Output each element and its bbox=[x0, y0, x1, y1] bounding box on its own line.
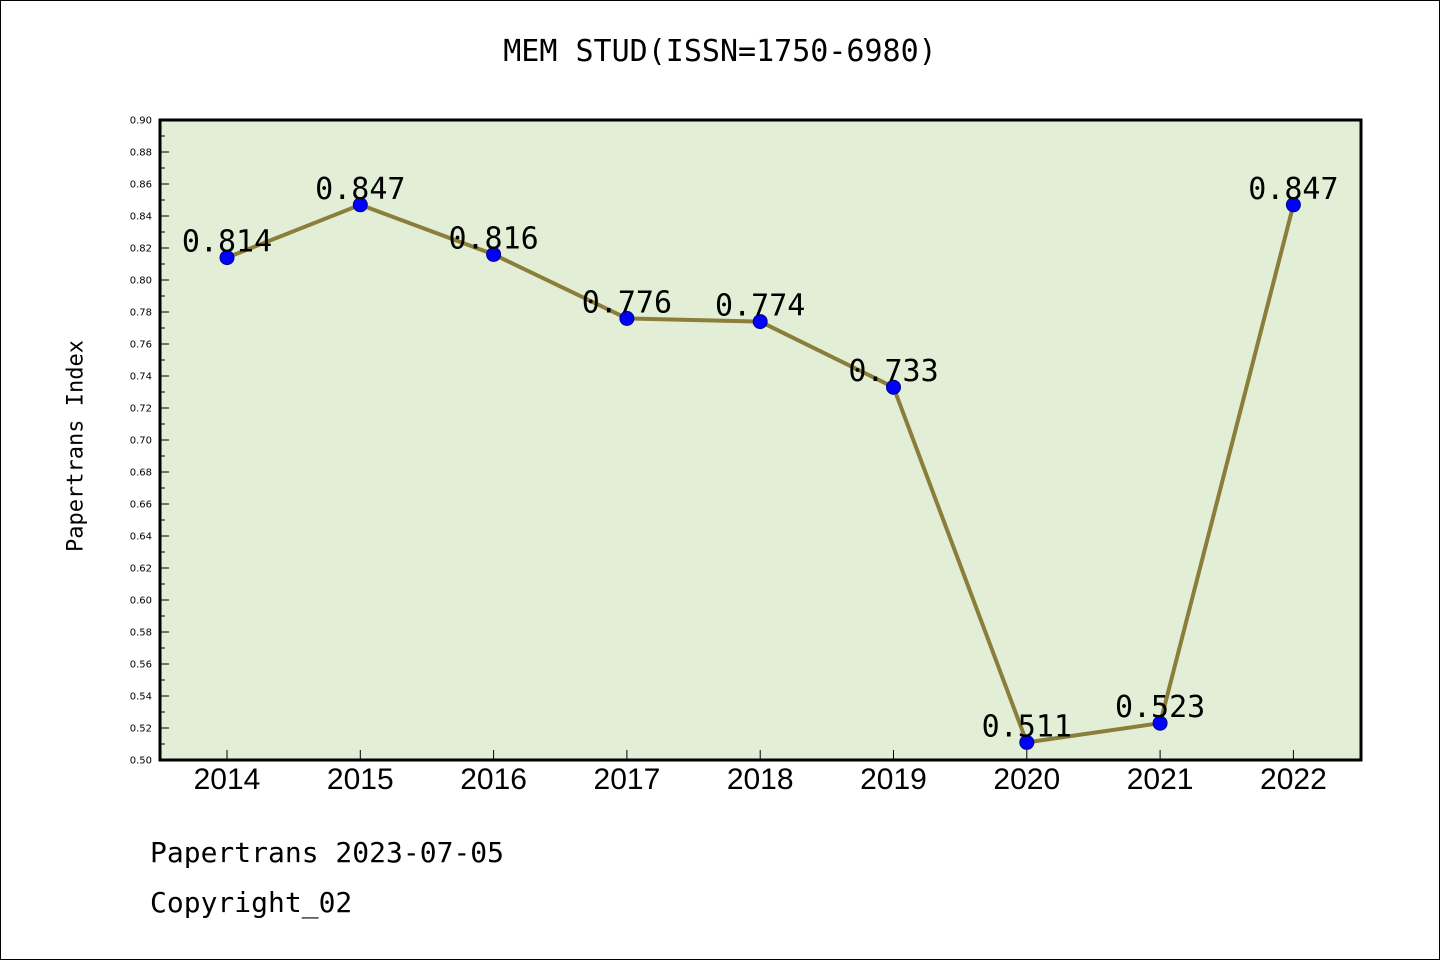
y-tick-label: 0.78 bbox=[130, 308, 152, 319]
data-point bbox=[752, 314, 768, 330]
y-axis: 0.50 0.52 0.54 0.56 0.58 0.60 0.62 0.64 0.66 0.68… bbox=[130, 116, 169, 767]
y-tick-label: 0.64 bbox=[130, 532, 152, 543]
data-label: 0.816 bbox=[448, 221, 538, 256]
y-tick-label: 0.74 bbox=[130, 372, 152, 383]
data-point bbox=[219, 250, 235, 266]
data-label: 0.776 bbox=[582, 285, 672, 320]
data-labels: 0.814 0.847 0.816 0.776 0.774 0.733 0.511 0.523… bbox=[182, 172, 1339, 745]
x-axis: 2014 2015 2016 2017 2018 2019 2020 2021 2022 bbox=[194, 750, 1327, 796]
y-tick-label: 0.62 bbox=[130, 564, 152, 575]
y-tick-label: 0.72 bbox=[130, 404, 152, 415]
data-label: 0.523 bbox=[1115, 690, 1205, 725]
x-tick-label: 2016 bbox=[460, 763, 527, 796]
y-tick-label: 0.86 bbox=[130, 180, 152, 191]
y-tick-label: 0.90 bbox=[130, 116, 152, 127]
data-label: 0.814 bbox=[182, 225, 272, 260]
data-point bbox=[486, 246, 502, 262]
data-point bbox=[619, 310, 635, 326]
data-point bbox=[886, 379, 901, 395]
data-point bbox=[1019, 734, 1035, 750]
y-tick-label: 0.56 bbox=[130, 660, 152, 671]
y-tick-label: 0.50 bbox=[130, 756, 152, 767]
y-tick-label: 0.80 bbox=[130, 276, 152, 287]
x-tick-label: 2015 bbox=[327, 763, 394, 796]
x-tick-label: 2019 bbox=[860, 763, 927, 796]
y-tick-label: 0.54 bbox=[130, 692, 152, 703]
y-tick-label: 0.88 bbox=[130, 148, 152, 159]
y-tick-label: 0.84 bbox=[130, 212, 152, 223]
data-point bbox=[1285, 197, 1301, 213]
y-tick-label: 0.68 bbox=[130, 468, 152, 479]
plot-area bbox=[158, 118, 1363, 762]
y-tick-label: 0.82 bbox=[130, 244, 152, 255]
x-tick-label: 2021 bbox=[1127, 763, 1194, 796]
footer-date: Papertrans 2023-07-05 bbox=[150, 836, 505, 869]
x-tick-label: 2020 bbox=[993, 763, 1060, 796]
data-label: 0.733 bbox=[848, 354, 938, 389]
y-tick-label: 0.52 bbox=[130, 724, 152, 735]
data-label: 0.774 bbox=[715, 289, 805, 324]
x-tick-label: 2018 bbox=[727, 763, 794, 796]
data-label: 0.511 bbox=[982, 709, 1072, 744]
y-tick-label: 0.70 bbox=[130, 436, 152, 447]
x-tick-label: 2022 bbox=[1260, 763, 1327, 796]
y-tick-label: 0.60 bbox=[130, 596, 152, 607]
x-tick-label: 2014 bbox=[194, 763, 261, 796]
y-tick-label: 0.58 bbox=[130, 628, 152, 639]
data-label: 0.847 bbox=[315, 172, 405, 207]
footer-copyright: Copyright_02 bbox=[150, 886, 353, 919]
data-label: 0.847 bbox=[1248, 172, 1338, 207]
y-tick-label: 0.76 bbox=[130, 340, 152, 351]
chart-title: MEM STUD(ISSN=1750-6980) bbox=[503, 34, 937, 69]
y-tick-label: 0.66 bbox=[130, 500, 152, 511]
x-tick-label: 2017 bbox=[594, 763, 661, 796]
data-point bbox=[352, 197, 368, 213]
data-points bbox=[219, 197, 1301, 750]
data-point bbox=[1152, 715, 1168, 731]
